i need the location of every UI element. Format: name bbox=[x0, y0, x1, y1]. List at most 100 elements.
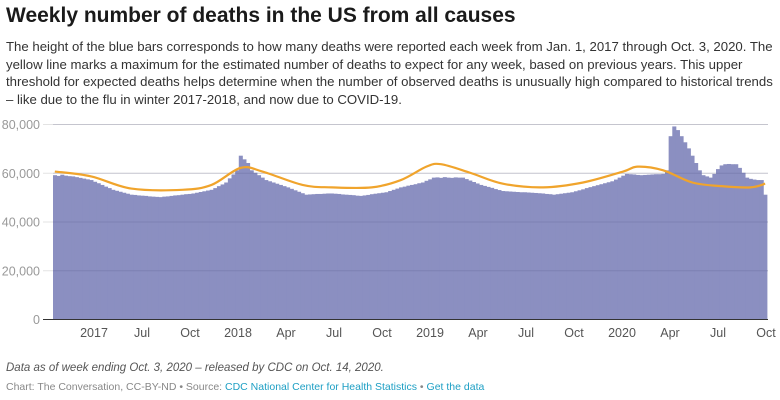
bar bbox=[581, 189, 586, 319]
bar bbox=[697, 170, 702, 319]
bar bbox=[759, 180, 764, 319]
bar bbox=[439, 177, 444, 319]
bar bbox=[471, 182, 476, 319]
bar bbox=[369, 194, 374, 319]
bar bbox=[136, 195, 141, 319]
bar bbox=[337, 193, 342, 319]
bar bbox=[537, 193, 542, 319]
bar bbox=[289, 188, 294, 319]
bar bbox=[442, 177, 447, 319]
bar bbox=[249, 170, 254, 319]
source-link[interactable]: CDC National Center for Health Statistic… bbox=[225, 381, 418, 393]
bar bbox=[573, 191, 578, 319]
bar bbox=[654, 174, 659, 319]
bar bbox=[267, 181, 272, 319]
bar bbox=[293, 190, 298, 319]
bar bbox=[763, 194, 768, 319]
x-tick-label: Apr bbox=[468, 326, 487, 340]
x-tick-label: Jul bbox=[326, 326, 342, 340]
x-axis-labels: 2017 Jul Oct 2018 Apr Jul Oct 2019 Apr Jul Oct 2020… bbox=[80, 326, 776, 340]
bar bbox=[402, 186, 407, 319]
bar bbox=[351, 195, 356, 319]
bar bbox=[286, 187, 291, 319]
bar bbox=[395, 188, 400, 319]
bar bbox=[63, 175, 68, 319]
get-data-link[interactable]: Get the data bbox=[426, 381, 485, 393]
bar bbox=[318, 193, 323, 319]
bar bbox=[428, 179, 433, 319]
bar bbox=[446, 177, 451, 319]
bar bbox=[486, 186, 491, 319]
bar bbox=[300, 193, 305, 319]
bar bbox=[169, 195, 174, 319]
bar bbox=[501, 191, 506, 319]
bar bbox=[133, 194, 138, 319]
bar bbox=[348, 194, 353, 319]
bar bbox=[493, 189, 498, 319]
x-tick-label: 2020 bbox=[608, 326, 636, 340]
bar bbox=[384, 192, 389, 319]
bar bbox=[457, 177, 462, 319]
bar bbox=[530, 192, 535, 319]
bar bbox=[701, 175, 706, 319]
bar bbox=[282, 186, 287, 319]
gridlines-overlay bbox=[53, 124, 768, 272]
chart-description: The height of the blue bars corresponds … bbox=[6, 39, 773, 107]
bar bbox=[388, 191, 393, 319]
bar bbox=[522, 192, 527, 319]
bar bbox=[238, 155, 243, 319]
bar bbox=[362, 195, 367, 319]
bar bbox=[544, 193, 549, 319]
bar bbox=[96, 183, 101, 319]
bar bbox=[399, 187, 404, 319]
bar bbox=[504, 191, 509, 319]
bar bbox=[195, 192, 200, 319]
bar bbox=[260, 177, 265, 319]
bar bbox=[756, 180, 761, 319]
bar bbox=[541, 193, 546, 319]
bar bbox=[435, 177, 440, 319]
bar bbox=[475, 183, 480, 319]
bar bbox=[155, 196, 160, 319]
bar bbox=[431, 177, 436, 319]
bar bbox=[311, 194, 316, 319]
bar bbox=[231, 174, 236, 319]
bar bbox=[125, 193, 130, 319]
bar bbox=[519, 192, 524, 319]
bar bbox=[621, 175, 626, 319]
bar bbox=[122, 192, 127, 319]
credits-prefix: Chart: The Conversation, CC-BY-ND • Sour… bbox=[6, 381, 226, 393]
bar bbox=[89, 180, 94, 319]
bar bbox=[661, 173, 666, 319]
bar bbox=[716, 169, 721, 319]
bar bbox=[723, 164, 728, 319]
bar bbox=[158, 197, 163, 319]
bar bbox=[355, 195, 360, 319]
bar bbox=[264, 180, 269, 319]
bar bbox=[555, 194, 560, 319]
bar bbox=[326, 193, 331, 319]
bar bbox=[668, 136, 673, 319]
bar bbox=[78, 177, 83, 319]
bar bbox=[515, 192, 520, 319]
bar bbox=[563, 193, 568, 319]
bar bbox=[599, 184, 604, 319]
bar bbox=[712, 173, 717, 319]
bar bbox=[118, 191, 123, 319]
bar bbox=[748, 178, 753, 319]
bar bbox=[657, 174, 662, 319]
x-tick-label: Jul bbox=[710, 326, 726, 340]
bar bbox=[479, 184, 484, 319]
bar bbox=[213, 188, 218, 319]
bar bbox=[708, 177, 713, 319]
bar bbox=[366, 194, 371, 319]
bar bbox=[617, 177, 622, 319]
bar bbox=[60, 174, 65, 319]
bar bbox=[635, 174, 640, 319]
bar bbox=[391, 189, 396, 319]
bar bbox=[628, 174, 633, 319]
bar bbox=[100, 184, 105, 319]
x-tick-label: 2019 bbox=[416, 326, 444, 340]
bar bbox=[359, 195, 364, 319]
bar bbox=[187, 193, 192, 319]
